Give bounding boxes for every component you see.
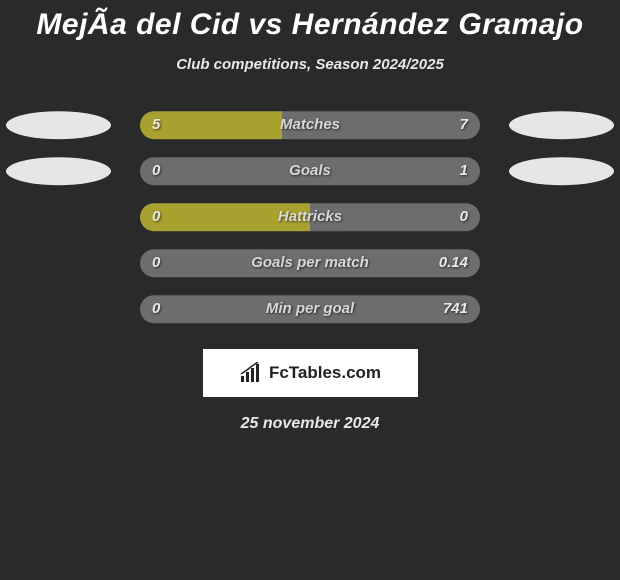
player2-badge [509,111,614,139]
vs-text: vs [248,8,282,41]
player2-value: 741 [443,295,468,323]
comparison-chart: Matches57Goals01Hattricks00Goals per mat… [0,105,620,335]
logo-text: FcTables.com [269,363,381,383]
stat-row: Goals01 [0,151,620,197]
player1-value: 5 [152,111,160,139]
stat-row: Matches57 [0,105,620,151]
stat-row: Hattricks00 [0,197,620,243]
stat-row: Min per goal0741 [0,289,620,335]
player2-value: 1 [460,157,468,185]
player1-value: 0 [152,203,160,231]
bar-track [140,157,480,185]
player2-badge [509,157,614,185]
player1-badge [6,157,111,185]
bar-track [140,111,480,139]
player1-value: 0 [152,295,160,323]
player2-value: 7 [460,111,468,139]
fctables-logo: FcTables.com [203,349,418,397]
bar-track [140,249,480,277]
player1-bar-fill [140,111,282,139]
stat-row: Goals per match00.14 [0,243,620,289]
player1-value: 0 [152,249,160,277]
player1-bar-fill [140,203,310,231]
player2-value: 0.14 [439,249,468,277]
date-text: 25 november 2024 [0,415,620,433]
bar-track [140,203,480,231]
bar-track [140,295,480,323]
player2-name: Hernández Gramajo [292,8,584,41]
subtitle: Club competitions, Season 2024/2025 [0,56,620,73]
comparison-title: MejÃ­a del Cid vs Hernández Gramajo [0,0,620,42]
player1-value: 0 [152,157,160,185]
player1-name: MejÃ­a del Cid [36,8,239,41]
player1-badge [6,111,111,139]
player2-value: 0 [460,203,468,231]
bar-chart-icon [239,362,265,384]
